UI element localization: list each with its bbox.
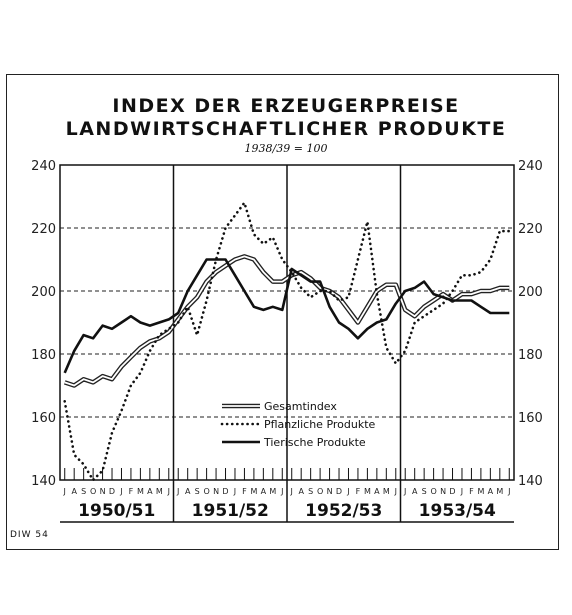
month-label: A [71, 487, 77, 496]
y-tick-left-240: 240 [31, 159, 56, 174]
month-label: F [469, 487, 474, 496]
month-label: J [346, 487, 349, 496]
y-tick-right-200: 200 [518, 285, 543, 300]
month-label: F [129, 487, 134, 496]
month-label: D [336, 487, 342, 496]
month-label: M [496, 487, 503, 496]
source-footer: DIW 54 [10, 530, 49, 540]
month-label: J [460, 487, 463, 496]
y-tick-left-140: 140 [31, 474, 56, 489]
month-label: D [109, 487, 115, 496]
year-label-1953/54: 1953/54 [419, 501, 496, 521]
month-label: S [422, 487, 427, 496]
y-tick-right-180: 180 [518, 348, 543, 363]
month-label: A [374, 487, 380, 496]
month-label: O [90, 487, 96, 496]
month-label: S [195, 487, 200, 496]
month-label: A [298, 487, 304, 496]
month-label: A [412, 487, 418, 496]
month-label: N [213, 487, 219, 496]
month-label: M [364, 487, 371, 496]
y-tick-left-200: 200 [31, 285, 56, 300]
series-line-pflanzliche-produkte [63, 199, 511, 483]
month-label: M [269, 487, 276, 496]
chart-subtitle: LANDWIRTSCHAFTLICHER PRODUKTE [65, 118, 507, 140]
month-label: F [242, 487, 247, 496]
series-line-gesamtindex-inner [64, 255, 510, 387]
y-tick-left-160: 160 [31, 411, 56, 426]
chart-title: INDEX DER ERZEUGERPREISE [112, 95, 460, 117]
month-label: D [222, 487, 228, 496]
legend-label-tierische-produkte: Tierische Produkte [263, 436, 366, 449]
month-label: A [488, 487, 494, 496]
month-label: J [507, 487, 510, 496]
month-label: N [327, 487, 333, 496]
month-label: A [147, 487, 153, 496]
month-label: N [440, 487, 446, 496]
month-label: A [261, 487, 267, 496]
year-label-1951/52: 1951/52 [192, 501, 269, 521]
month-label: A [185, 487, 191, 496]
month-label: D [449, 487, 455, 496]
y-tick-right-160: 160 [518, 411, 543, 426]
base-note: 1938/39 = 100 [244, 142, 328, 155]
y-tick-left-180: 180 [31, 348, 56, 363]
month-label: M [477, 487, 484, 496]
month-label: J [290, 487, 293, 496]
legend-label-pflanzliche-produkte: Pflanzliche Produkte [264, 418, 376, 431]
month-label: J [280, 487, 283, 496]
month-label: N [100, 487, 106, 496]
month-label: M [156, 487, 163, 496]
legend-label-gesamtindex: Gesamtindex [264, 400, 337, 413]
month-label: J [167, 487, 170, 496]
month-label: O [203, 487, 209, 496]
month-label: O [430, 487, 436, 496]
y-tick-right-240: 240 [518, 159, 543, 174]
month-label: O [317, 487, 323, 496]
month-label: S [308, 487, 313, 496]
month-label: J [119, 487, 122, 496]
month-label: M [250, 487, 257, 496]
year-label-1950/51: 1950/51 [78, 501, 155, 521]
y-tick-right-220: 220 [518, 222, 543, 237]
year-label-1952/53: 1952/53 [305, 501, 382, 521]
month-label: J [176, 487, 179, 496]
month-label: M [383, 487, 390, 496]
month-label: J [233, 487, 236, 496]
y-tick-right-140: 140 [518, 474, 543, 489]
month-label: J [63, 487, 66, 496]
y-tick-left-220: 220 [31, 222, 56, 237]
month-label: M [137, 487, 144, 496]
chart-frame [6, 74, 559, 550]
month-label: S [81, 487, 86, 496]
month-label: F [356, 487, 361, 496]
series-line-tierische-produkte [63, 258, 510, 374]
month-label: J [403, 487, 406, 496]
month-label: J [394, 487, 397, 496]
